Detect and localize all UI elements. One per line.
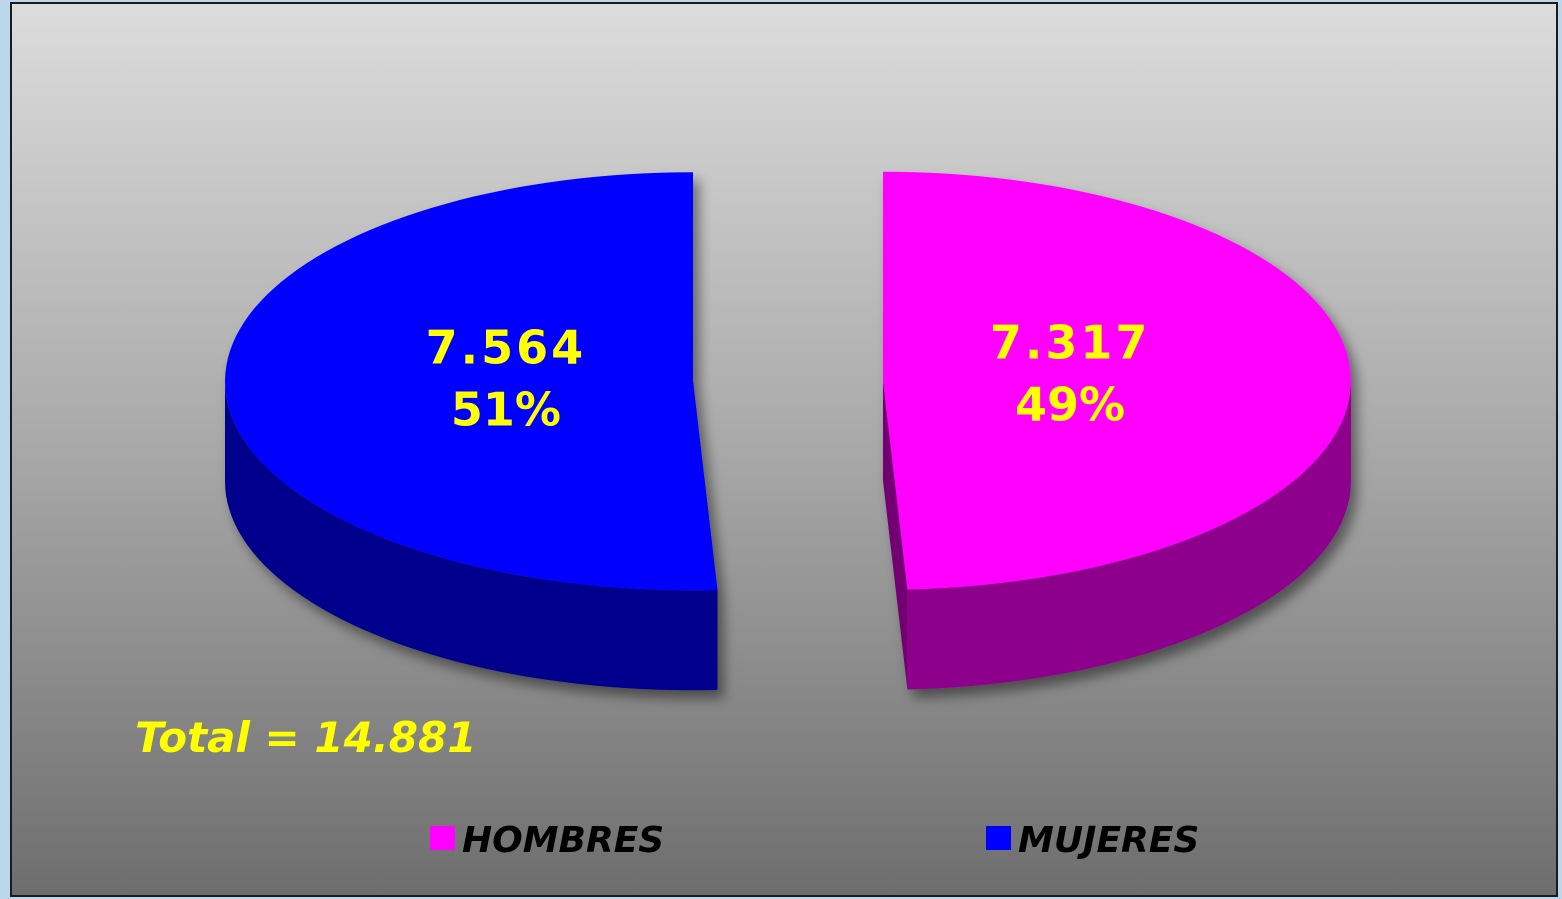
percent-label: 51% [451, 382, 561, 436]
slice-side [907, 380, 1351, 690]
percent-label: 49% [1015, 378, 1125, 432]
slice [225, 172, 718, 591]
value-label: 7.564 [426, 320, 587, 374]
legend-label: MUJERES [1018, 820, 1199, 861]
slice-side [225, 381, 718, 691]
pie [225, 171, 1351, 691]
legend-swatch [986, 826, 1011, 850]
slice [883, 171, 1351, 590]
value-label: 7.317 [990, 316, 1151, 370]
slice-cut-face [883, 380, 908, 690]
legend-label: HOMBRES [462, 820, 664, 861]
legend-swatch [430, 826, 455, 850]
annotation: Total = 14.881 [135, 713, 476, 762]
